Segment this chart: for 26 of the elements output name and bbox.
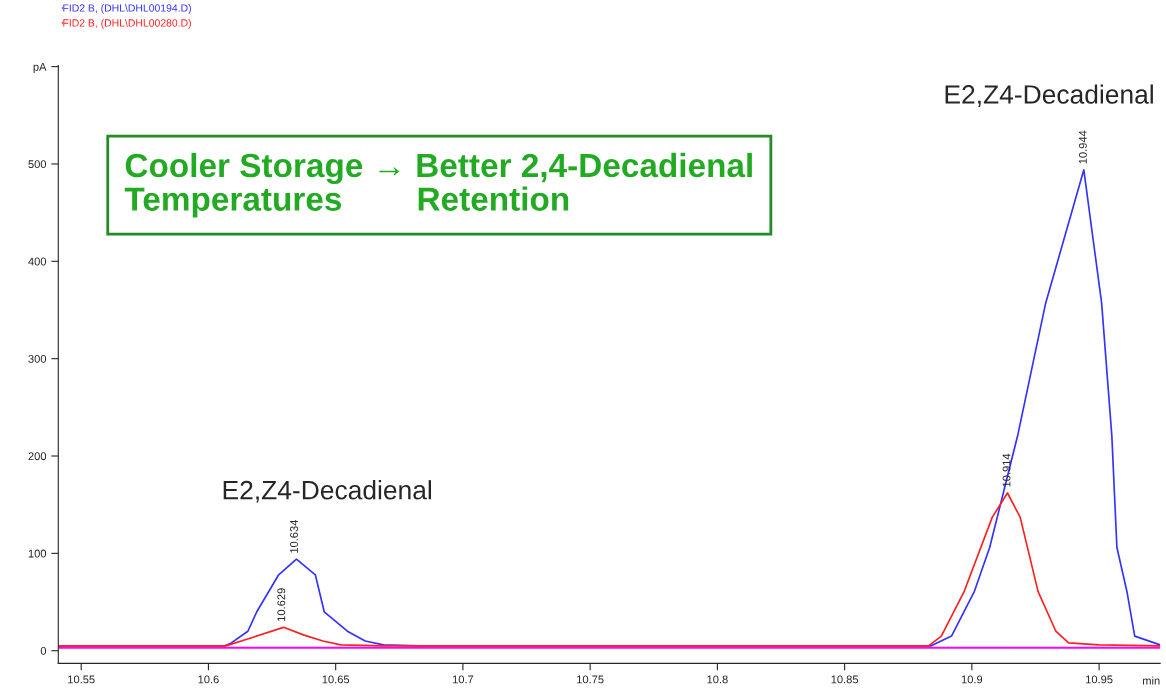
y-tick-label: 400 [28,257,47,266]
legend-label: FID2 B, (DHL\DHL00280.D) [63,18,191,29]
legend-label: FID2 B, (DHL\DHL00194.D) [63,4,191,14]
x-tick-label: 10.9 [961,675,983,684]
annotation: 10.634 [290,519,298,553]
annotation: 10.944 [1078,130,1087,164]
x-tick-label: 10.95 [1086,675,1113,684]
x-tick-label: 10.55 [68,675,95,684]
annotation: 10.914 [1002,453,1011,487]
y-tick-label: 300 [28,354,47,363]
x-axis-title: min [1143,676,1160,685]
annotation: Cooler Storage → Better 2,4-Decadienal Temperatures Retention [124,152,752,218]
x-tick-label: 10.75 [577,675,604,684]
y-tick-label: 500 [28,160,47,169]
y-tick-label: 0 [40,646,47,655]
annotation: E2,Z4-Decadienal [945,84,1153,107]
y-tick-label: pA [33,63,47,73]
x-tick-label: 10.7 [452,675,474,684]
y-tick-label: 100 [28,549,47,558]
x-tick-label: 10.8 [707,675,728,684]
y-tick-label: 200 [28,452,47,461]
x-tick-label: 10.65 [322,675,350,684]
annotation: 10.629 [277,588,286,621]
x-tick-label: 10.85 [831,675,859,684]
x-tick-label: 10.6 [198,675,219,684]
annotation: E2,Z4-Decadienal [223,480,432,503]
